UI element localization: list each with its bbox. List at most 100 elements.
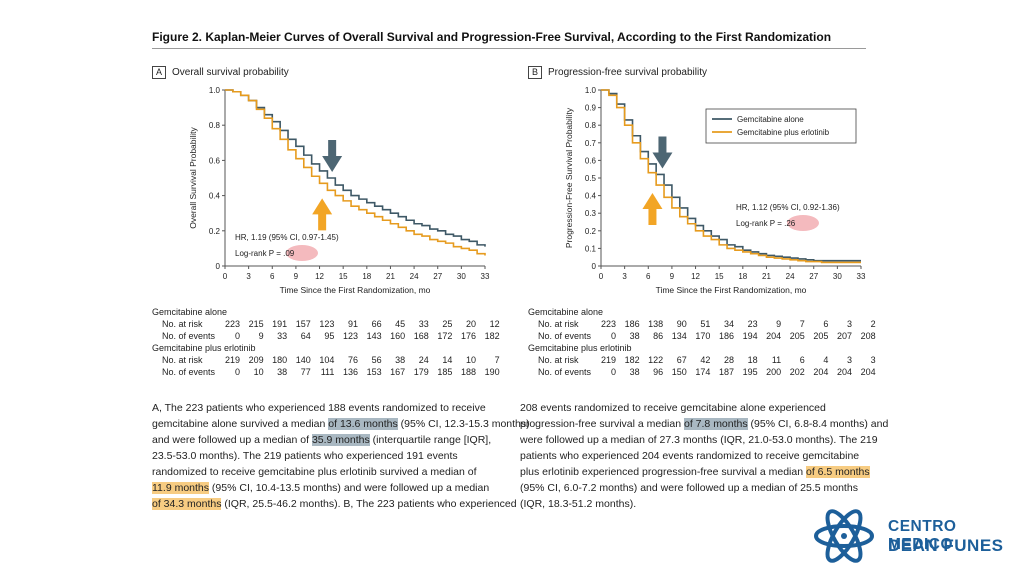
risk-cell: 10 <box>253 367 264 377</box>
caption-highlight: of 6.5 months <box>805 466 870 478</box>
risk-cell: 38 <box>629 331 640 341</box>
caption-highlight: 11.9 months <box>152 482 210 494</box>
caption-text: 23.5-53.0 months). The 219 patients who … <box>152 450 458 462</box>
risk-table-a: Gemcitabine alone No. at risk 223 215 191 157… <box>152 306 512 378</box>
risk-cell: 56 <box>371 355 382 365</box>
risk-cell: 4 <box>823 355 829 365</box>
overall-survival-chart: 0 0.2 0.4 0.6 0.8 1.0 0 3 6 9 12 15 18 21 24 27 30 33 Time… <box>188 86 490 295</box>
y-tick-label: 0.4 <box>209 192 221 201</box>
caption-line: 208 events randomized to receive gemcita… <box>520 400 870 416</box>
risk-cell: 204 <box>813 367 829 377</box>
risk-row-label: No. at risk <box>538 319 579 329</box>
x-tick-label: 15 <box>715 272 724 281</box>
x-tick-label: 6 <box>646 272 651 281</box>
caption-text: gemcitabine alone survived a median <box>152 418 329 430</box>
y-tick-label: 0.2 <box>585 227 597 236</box>
risk-row: No. of events 0 38 96 150 174 187 195 200 202 204 2… <box>528 366 888 378</box>
risk-cell: 0 <box>234 367 240 377</box>
y-tick-label: 0.8 <box>209 121 221 130</box>
risk-group-title: Gemcitabine alone <box>528 307 604 317</box>
caption-text: plus erlotinib experienced progression-f… <box>520 466 806 478</box>
risk-cell: 205 <box>813 331 829 341</box>
caption-line: (IQR, 18.3-51.2 months). <box>520 496 870 512</box>
caption-highlight: of 7.8 months <box>684 418 748 430</box>
risk-cell: 122 <box>648 355 664 365</box>
risk-row: No. at risk 219 209 180 140 104 76 56 38 24 14 10 7 <box>152 354 512 366</box>
y-tick-label: 0.1 <box>585 244 597 253</box>
risk-cell: 0 <box>610 331 616 341</box>
risk-row: No. at risk 219 182 122 67 42 28 18 11 6 4 3 3 <box>528 354 888 366</box>
risk-cell: 200 <box>766 367 782 377</box>
risk-cell: 0 <box>234 331 240 341</box>
p-value-highlight <box>286 245 318 261</box>
panel-a-label: A Overall survival probability <box>152 66 289 79</box>
risk-cell: 33 <box>418 319 429 329</box>
x-tick-label: 9 <box>670 272 675 281</box>
caption-line: 11.9 months (95% CI, 10.4-13.5 months) a… <box>152 480 512 496</box>
risk-cell: 179 <box>413 367 429 377</box>
risk-cell: 9 <box>258 331 264 341</box>
caption-text: patients who experienced 204 events rand… <box>520 450 860 462</box>
panel-b-label: B Progression-free survival probability <box>528 66 707 79</box>
risk-cell: 33 <box>277 331 288 341</box>
caption-line: progression-free survival a median of 7.… <box>520 416 888 432</box>
panel-title: Progression-free survival probability <box>548 67 707 78</box>
risk-cell: 188 <box>460 367 476 377</box>
risk-cell: 202 <box>789 367 805 377</box>
y-axis-label: Overall Survival Probability <box>188 126 198 228</box>
caption-line: randomized to receive gemcitabine plus e… <box>152 464 512 480</box>
risk-cell: 38 <box>629 367 640 377</box>
risk-cell: 160 <box>390 331 406 341</box>
risk-cell: 76 <box>347 355 358 365</box>
risk-cell: 174 <box>695 367 711 377</box>
caption-text: 208 events randomized to receive gemcita… <box>520 402 826 414</box>
y-tick-label: 0 <box>592 262 597 271</box>
caption-line: patients who experienced 204 events rand… <box>520 448 870 464</box>
x-tick-label: 24 <box>410 272 419 281</box>
risk-cell: 209 <box>248 355 264 365</box>
risk-cell: 3 <box>846 319 852 329</box>
caption-highlight: 35.9 months <box>311 434 370 446</box>
risk-cell: 186 <box>624 319 640 329</box>
risk-cell: 190 <box>484 367 500 377</box>
x-tick-label: 0 <box>599 272 604 281</box>
log-rank-text: Log-rank P = .26 <box>736 219 796 228</box>
caption-line: A, The 223 patients who experienced 188 … <box>152 400 512 416</box>
risk-cell: 3 <box>870 355 876 365</box>
risk-row-label: No. at risk <box>538 355 579 365</box>
caption-line: and were followed up a median of 35.9 mo… <box>152 432 512 448</box>
risk-cell: 186 <box>718 331 734 341</box>
caption-text: (interquartile range [IQR], <box>369 434 492 446</box>
risk-cell: 38 <box>395 355 406 365</box>
y-tick-label: 0.2 <box>209 227 221 236</box>
risk-cell: 86 <box>653 331 664 341</box>
x-tick-label: 0 <box>223 272 228 281</box>
risk-cell: 182 <box>624 355 640 365</box>
x-tick-label: 9 <box>294 272 299 281</box>
risk-cell: 6 <box>823 319 829 329</box>
risk-cell: 95 <box>324 331 335 341</box>
risk-cell: 204 <box>836 367 852 377</box>
risk-cell: 204 <box>766 331 782 341</box>
risk-cell: 28 <box>723 355 734 365</box>
x-tick-label: 27 <box>809 272 818 281</box>
caption-line: were followed up a median of 27.3 months… <box>520 432 878 448</box>
x-tick-label: 18 <box>362 272 371 281</box>
risk-cell: 66 <box>371 319 382 329</box>
risk-cell: 143 <box>366 331 382 341</box>
risk-cell: 123 <box>319 319 335 329</box>
caption-text: progression-free survival a median <box>520 418 684 430</box>
legend-label: Gemcitabine plus erlotinib <box>737 128 830 137</box>
risk-cell: 7 <box>799 319 805 329</box>
x-axis-label: Time Since the First Randomization, mo <box>280 285 431 295</box>
figure-title: Figure 2. Kaplan-Meier Curves of Overall… <box>152 30 832 44</box>
risk-cell: 157 <box>295 319 311 329</box>
risk-cell: 9 <box>776 319 782 329</box>
risk-cell: 42 <box>700 355 711 365</box>
y-tick-label: 0 <box>216 262 221 271</box>
y-tick-label: 0.6 <box>585 156 597 165</box>
x-tick-label: 30 <box>833 272 842 281</box>
panel-letter: B <box>528 66 543 79</box>
gemcitabine-median-arrow <box>652 136 673 169</box>
x-axis-label: Time Since the First Randomization, mo <box>656 285 807 295</box>
